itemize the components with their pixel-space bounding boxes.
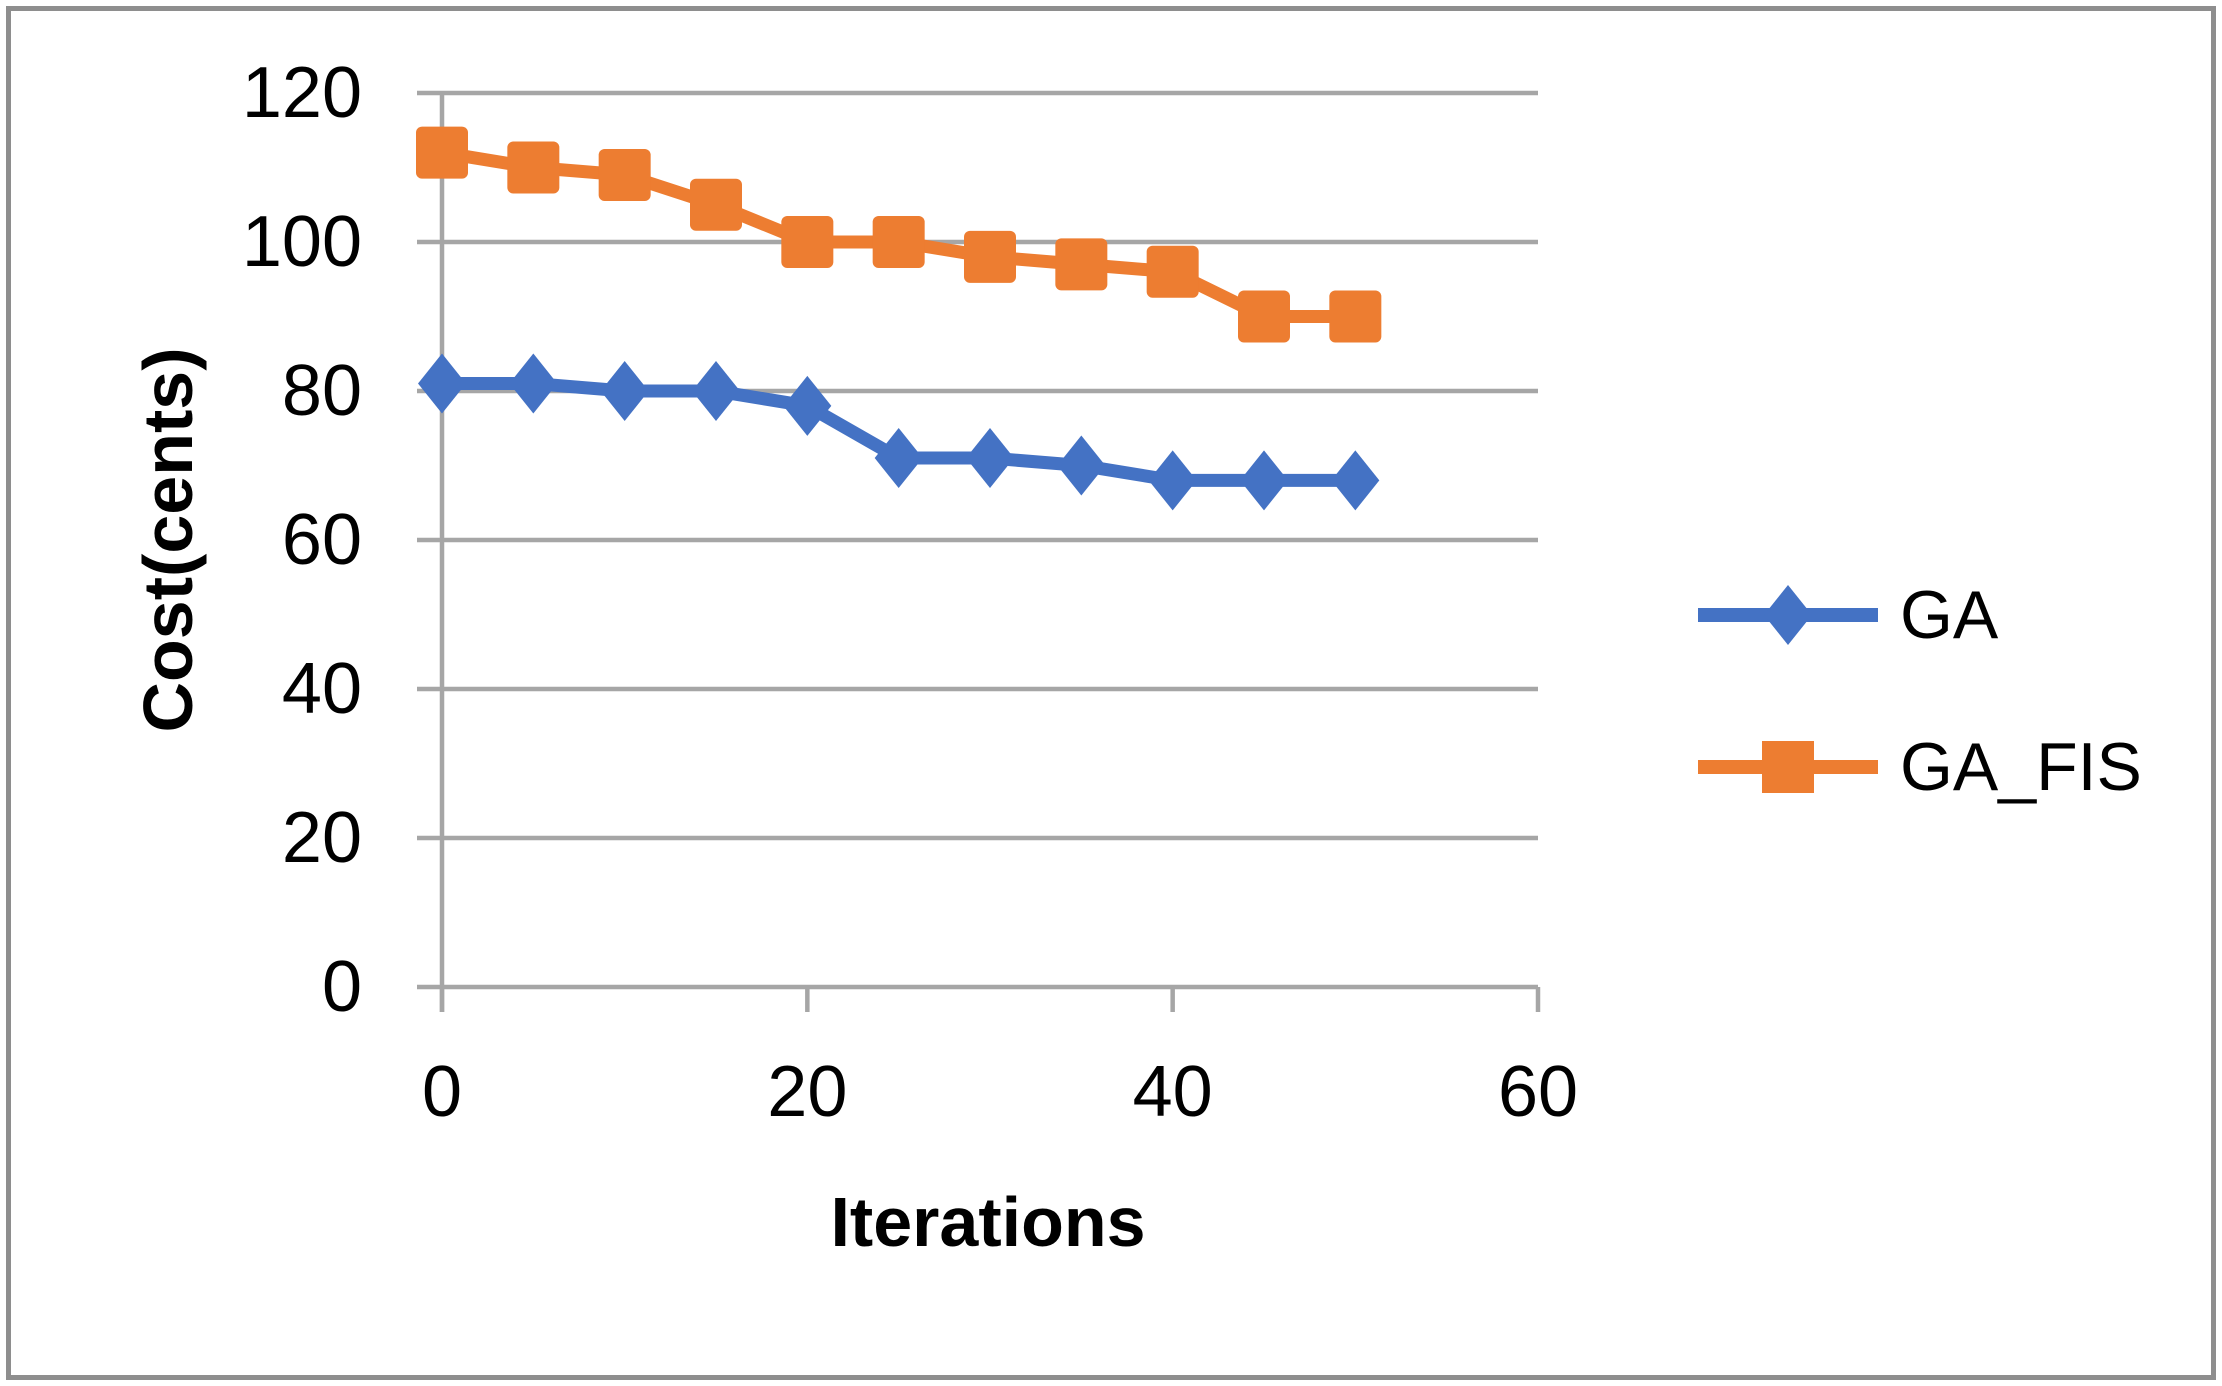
square-marker (416, 126, 468, 179)
y-tick-label: 100 (241, 202, 362, 282)
ga-fis-line-square-marker-icon (1698, 741, 1878, 793)
square-marker (1238, 290, 1290, 343)
square-marker (964, 230, 1016, 283)
diamond-marker (1057, 435, 1106, 496)
diamond-marker (692, 361, 740, 421)
y-tick-label: 20 (281, 798, 362, 878)
y-tick-label: 60 (281, 500, 362, 580)
diamond-marker (1148, 450, 1197, 511)
x-tick-label: 0 (421, 1052, 463, 1132)
legend-label-ga: GA (1900, 577, 1999, 653)
square-marker (1055, 238, 1108, 291)
diamond-marker (1331, 450, 1380, 511)
diamond-marker (600, 361, 649, 421)
y-axis-title: Cost(cents) (129, 347, 207, 733)
diamond-marker (874, 428, 923, 489)
legend-item-ga-fis: GA_FIS (1698, 712, 2142, 822)
y-tick-label: 80 (281, 351, 362, 431)
x-tick-label: 60 (1497, 1052, 1579, 1132)
x-axis-title: Iterations (830, 1183, 1146, 1261)
square-marker (598, 148, 651, 201)
diamond-marker (966, 428, 1014, 489)
y-tick-label: 0 (321, 947, 362, 1027)
square-marker (781, 216, 834, 268)
ga-line-diamond-marker-icon (1698, 585, 1878, 645)
x-tick-label: 20 (767, 1052, 848, 1132)
square-marker (507, 141, 560, 194)
legend-label-ga-fis: GA_FIS (1900, 729, 2142, 805)
legend-item-ga: GA (1698, 560, 2142, 670)
square-marker (690, 178, 742, 231)
square-marker (872, 216, 925, 268)
diamond-marker (418, 353, 466, 414)
y-tick-label: 120 (241, 53, 362, 133)
legend: GA GA_FIS (1698, 560, 2142, 822)
x-tick-label: 40 (1132, 1052, 1213, 1132)
square-marker (1329, 290, 1382, 343)
diamond-marker (509, 353, 558, 414)
y-tick-label: 40 (281, 649, 362, 729)
diamond-marker (1240, 450, 1288, 511)
square-marker (1146, 245, 1199, 298)
diamond-marker (783, 375, 832, 436)
